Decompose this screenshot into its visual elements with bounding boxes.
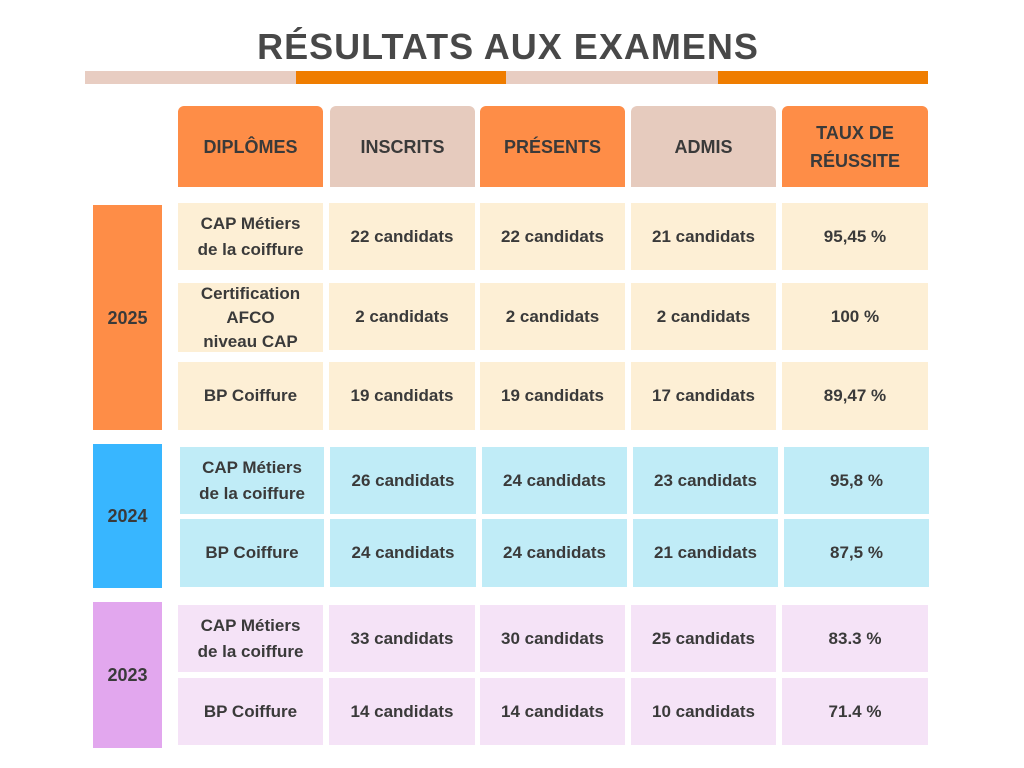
diplome-line: niveau CAP: [203, 331, 298, 351]
table-cell-admis: 25 candidats: [631, 605, 776, 672]
table-cell-presents: 19 candidats: [480, 362, 625, 430]
admis-value: 23 candidats: [654, 470, 757, 490]
table-cell-diplome: BP Coiffure: [178, 678, 323, 745]
year-2023-label: 2023: [107, 665, 148, 685]
header-inscrits-label: INSCRITS: [360, 136, 445, 157]
table-cell-taux: 100 %: [782, 283, 928, 350]
year-2025-label: 2025: [107, 307, 148, 328]
diplome-line: de la coiffure: [199, 483, 305, 503]
header-presents: PRÉSENTS: [480, 106, 625, 187]
table-cell-presents: 2 candidats: [480, 283, 625, 350]
presents-value: 24 candidats: [503, 470, 606, 490]
admis-value: 25 candidats: [652, 628, 755, 648]
admis-value: 17 candidats: [652, 386, 755, 405]
page-title: RÉSULTATS AUX EXAMENS: [257, 26, 759, 67]
inscrits-value: 33 candidats: [350, 628, 454, 648]
diplome-line: Certification: [200, 283, 301, 303]
table-cell-inscrits: 33 candidats: [329, 605, 475, 672]
table-cell-taux: 95,8 %: [784, 447, 929, 514]
diplome-line: BP Coiffure: [205, 543, 299, 562]
taux-value: 95,45 %: [823, 226, 887, 246]
diplome-line: CAP Métiers: [200, 213, 301, 233]
admis-value: 2 candidats: [656, 306, 751, 326]
year-2024-label: 2024: [107, 506, 148, 526]
inscrits-value: 14 candidats: [350, 701, 454, 721]
taux-value: 87,5 %: [830, 543, 883, 562]
table-cell-inscrits: 2 candidats: [329, 283, 475, 350]
table-cell-inscrits: 19 candidats: [329, 362, 475, 430]
table-cell-presents: 24 candidats: [482, 447, 627, 514]
diplome-line: de la coiffure: [197, 239, 304, 259]
diplome-line: CAP Métiers: [202, 457, 302, 477]
header-taux: TAUX DE RÉUSSITE: [782, 106, 928, 187]
inscrits-value: 2 candidats: [355, 306, 449, 326]
inscrits-value: 24 candidats: [351, 543, 455, 562]
table-cell-taux: 83.3 %: [782, 605, 928, 672]
table-cell-presents: 22 candidats: [480, 203, 625, 270]
table-cell-presents: 14 candidats: [480, 678, 625, 745]
header-inscrits: INSCRITS: [330, 106, 475, 187]
header-presents-label: PRÉSENTS: [503, 136, 602, 157]
table-cell-inscrits: 24 candidats: [330, 519, 476, 587]
table-cell-diplome: CAP Métiers de la coiffure: [178, 203, 323, 270]
inscrits-value: 22 candidats: [350, 226, 454, 246]
taux-value: 83.3 %: [828, 628, 882, 648]
table-cell-taux: 95,45 %: [782, 203, 928, 270]
inscrits-value: 26 candidats: [351, 470, 455, 490]
table-cell-diplome: Certification AFCO niveau CAP: [178, 283, 323, 352]
year-2025: 2025: [93, 205, 162, 430]
admis-value: 21 candidats: [652, 226, 755, 246]
taux-value: 89,47 %: [823, 386, 887, 405]
table-cell-admis: 21 candidats: [631, 203, 776, 270]
table-cell-diplome: CAP Métiers de la coiffure: [178, 605, 323, 672]
table-cell-admis: 10 candidats: [631, 678, 776, 745]
header-taux-line1: TAUX DE: [816, 122, 894, 143]
diplome-line: AFCO: [226, 307, 275, 327]
diplome-line: BP Coiffure: [203, 386, 298, 405]
header-diplomes: DIPLÔMES: [178, 106, 323, 187]
diplome-line: de la coiffure: [197, 641, 304, 661]
header-admis: ADMIS: [631, 106, 776, 187]
title-bar-segment-3: [506, 71, 718, 84]
taux-value: 100 %: [830, 306, 880, 326]
year-2024: 2024: [93, 444, 162, 588]
table-cell-diplome: BP Coiffure: [180, 519, 324, 587]
title-bar-segment-2: [296, 71, 506, 84]
table-cell-presents: 24 candidats: [482, 519, 627, 587]
table-cell-admis: 23 candidats: [633, 447, 778, 514]
table-cell-admis: 2 candidats: [631, 283, 776, 350]
inscrits-value: 19 candidats: [350, 386, 454, 405]
presents-value: 2 candidats: [505, 306, 600, 326]
table-cell-admis: 21 candidats: [633, 519, 778, 587]
presents-value: 14 candidats: [501, 701, 604, 721]
header-taux-line2: RÉUSSITE: [809, 150, 901, 171]
table-cell-inscrits: 26 candidats: [330, 447, 476, 514]
title-bar-segment-4: [718, 71, 928, 84]
taux-value: 71.4 %: [828, 701, 882, 721]
header-admis-label: ADMIS: [674, 136, 733, 157]
title-bar-segment-1: [85, 71, 296, 84]
presents-value: 19 candidats: [501, 386, 604, 405]
table-cell-presents: 30 candidats: [480, 605, 625, 672]
table-cell-taux: 71.4 %: [782, 678, 928, 745]
presents-value: 24 candidats: [503, 543, 606, 562]
presents-value: 30 candidats: [501, 628, 604, 648]
table-cell-admis: 17 candidats: [631, 362, 776, 430]
table-cell-inscrits: 22 candidats: [329, 203, 475, 270]
taux-value: 95,8 %: [830, 470, 883, 490]
table-cell-inscrits: 14 candidats: [329, 678, 475, 745]
admis-value: 10 candidats: [652, 701, 755, 721]
header-diplomes-label: DIPLÔMES: [203, 136, 298, 157]
year-2023: 2023: [93, 602, 162, 748]
diplome-line: BP Coiffure: [203, 701, 298, 721]
table-cell-diplome: CAP Métiers de la coiffure: [180, 447, 324, 514]
admis-value: 21 candidats: [654, 543, 757, 562]
table-cell-taux: 87,5 %: [784, 519, 929, 587]
diplome-line: CAP Métiers: [200, 615, 301, 635]
presents-value: 22 candidats: [501, 226, 604, 246]
table-cell-taux: 89,47 %: [782, 362, 928, 430]
table-cell-diplome: BP Coiffure: [178, 362, 323, 430]
